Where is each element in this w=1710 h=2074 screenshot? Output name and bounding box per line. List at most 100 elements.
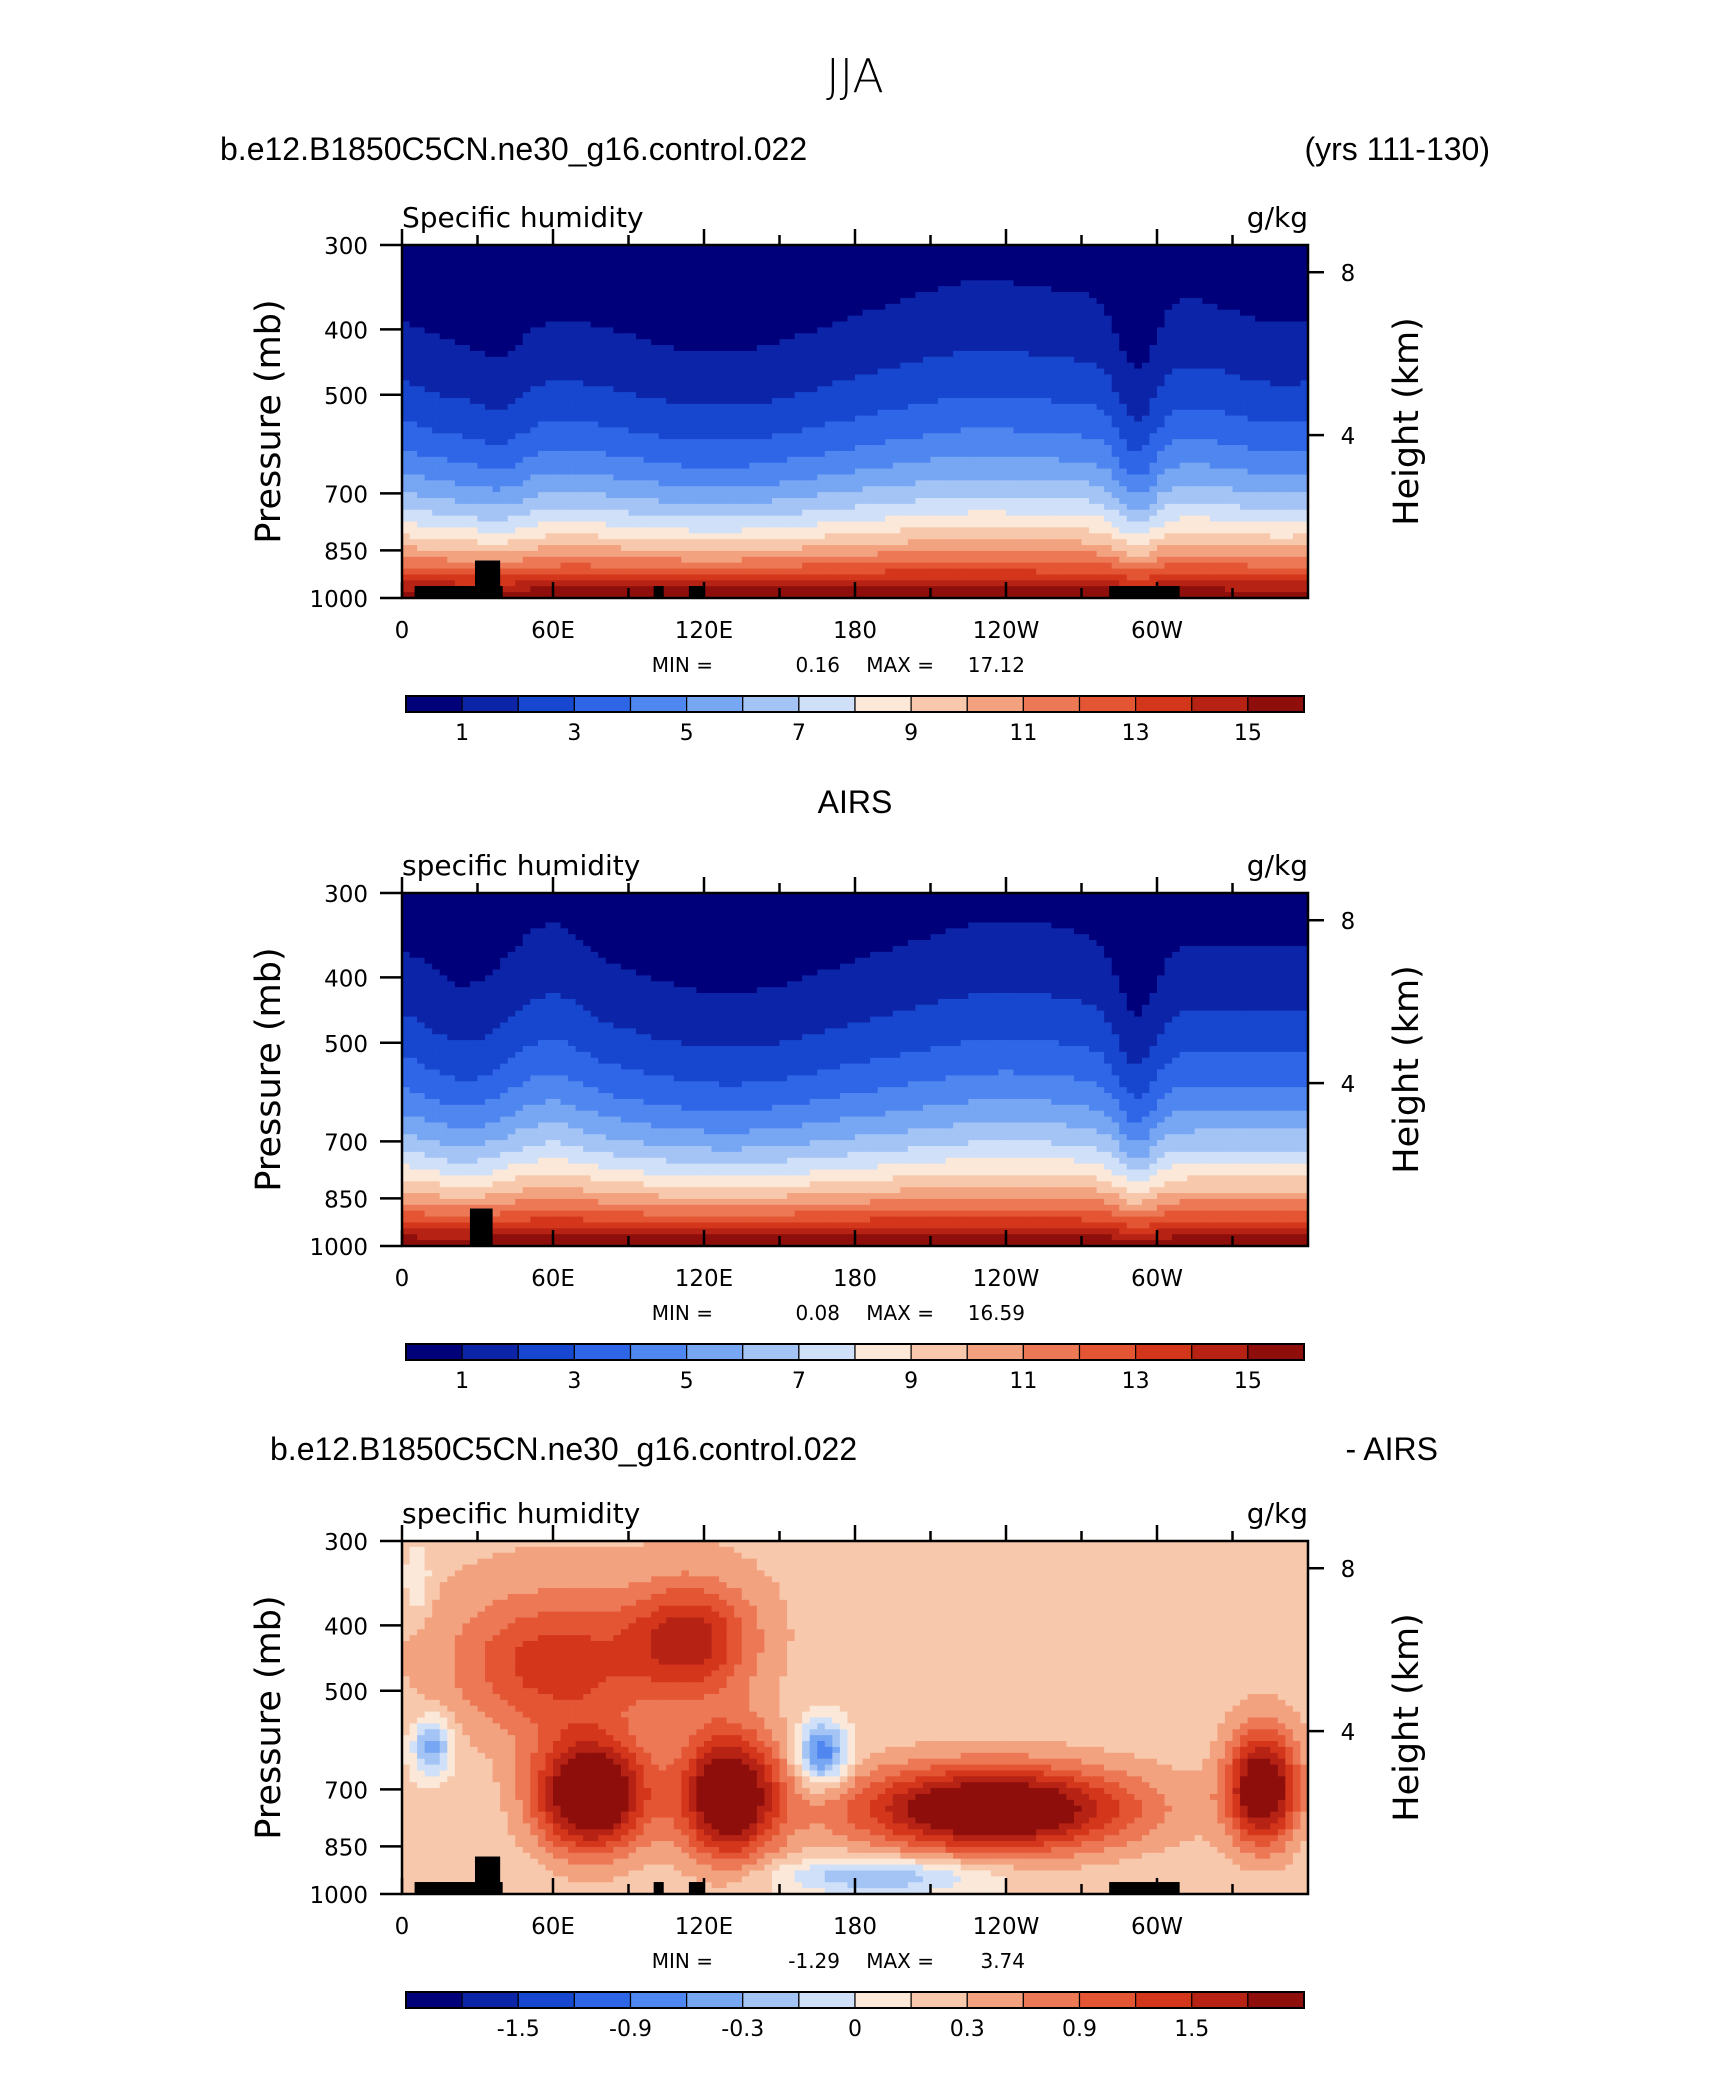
colorbar: 1 3 5 7 9 11 13 15 [406,1344,1304,1394]
y-axis-label: Pressure (mb) [249,1595,289,1839]
panel3-case-name: b.e12.B1850C5CN.ne30_g16.control.022 [270,1431,857,1467]
y-tick-label: 300 [324,1530,368,1556]
colorbar-box [967,1992,1023,2008]
x-tick-label: 0 [395,1914,410,1940]
y-tick-label: 1000 [309,1235,368,1261]
colorbar-box [462,696,518,712]
panel-units: g/kg [1247,201,1308,234]
x-tick-label: 60E [531,1266,575,1292]
panel1-years: (yrs 111-130) [1304,131,1490,167]
colorbar-box [743,1344,799,1360]
colorbar-label: 13 [1122,721,1150,746]
colorbar-label: -0.9 [609,2017,652,2042]
colorbar-box [799,1992,855,2008]
max-value: 16.59 [968,1301,1025,1325]
y-tick-label: 1000 [309,587,368,613]
topography-mask [689,1882,704,1894]
x-tick-label: 120E [675,1266,733,1292]
colorbar-label: 1 [455,721,469,746]
colorbar-label: 1 [455,1369,469,1394]
contour-field [402,1541,1309,1895]
colorbar-box [911,1344,967,1360]
topography-mask [475,1857,500,1894]
main-title: JJA [826,49,884,103]
contour-field [402,893,1309,1247]
colorbar-box [1023,1344,1079,1360]
colorbar-box [1080,1992,1136,2008]
panel3-minus-airs: - AIRS [1346,1431,1438,1467]
y-axis-label: Pressure (mb) [249,947,289,1191]
y-tick-label: 700 [324,1130,368,1156]
y-tick-label: 850 [324,1835,368,1861]
colorbar-box [1248,696,1304,712]
max-value: 3.74 [980,1949,1025,1973]
topography-mask [689,586,704,598]
x-tick-label: 60W [1131,1266,1183,1292]
colorbar-box [462,1992,518,2008]
colorbar-box [518,696,574,712]
colorbar-box [743,1992,799,2008]
colorbar-box [406,1344,462,1360]
x-tick-label: 120E [675,1914,733,1940]
y-tick-label: 850 [324,1187,368,1213]
colorbar: -1.5 -0.9 -0.3 0 0.3 0.9 1.5 [406,1992,1304,2042]
colorbar-box [518,1992,574,2008]
panel-units: g/kg [1247,849,1308,882]
panel-2: 0 60E 120E 180 120W 60W300400500700850100084s… [249,849,1427,1394]
colorbar-label: -1.5 [497,2017,540,2042]
y-tick-label: 1000 [309,1883,368,1909]
y2-axis-label: Height (km) [1387,965,1427,1174]
colorbar-label: 7 [792,1369,806,1394]
y-tick-label: 500 [324,1680,368,1706]
x-tick-label: 120W [973,1914,1040,1940]
y-tick-label: 400 [324,1614,368,1640]
topography-mask [654,586,664,598]
colorbar-box [855,1344,911,1360]
panel-left-string: specific humidity [402,1497,640,1530]
colorbar-box [855,1992,911,2008]
colorbar-label: 7 [792,721,806,746]
colorbar-label: 11 [1009,1369,1037,1394]
x-tick-label: 0 [395,1266,410,1292]
panel2-title: AIRS [818,784,893,820]
panel-left-string: Specific humidity [402,201,644,234]
colorbar-box [911,1992,967,2008]
max-value: 17.12 [968,653,1025,677]
y2-axis-label: Height (km) [1387,317,1427,526]
min-value: 0.08 [795,1301,840,1325]
colorbar-label: 3 [567,721,581,746]
y-tick-label: 850 [324,539,368,565]
max-label: MAX = [866,1949,934,1973]
colorbar-box [574,1344,630,1360]
colorbar-label: 0.3 [950,2017,985,2042]
colorbar-box [518,1344,574,1360]
max-label: MAX = [866,1301,934,1325]
topography-mask [1109,1882,1179,1894]
colorbar-box [799,1344,855,1360]
topography-mask [1109,586,1179,598]
panel-3: 0 60E 120E 180 120W 60W300400500700850100084s… [249,1497,1427,2042]
colorbar-box [406,696,462,712]
y2-tick-label: 8 [1341,261,1356,287]
panel-1: 0 60E 120E 180 120W 60W300400500700850100084S… [249,201,1427,746]
colorbar-box [1023,696,1079,712]
colorbar-label: -0.3 [721,2017,764,2042]
y-tick-label: 500 [324,384,368,410]
colorbar-box [1192,1992,1248,2008]
x-tick-label: 120E [675,618,733,644]
colorbar-box [911,696,967,712]
colorbar-box [631,1992,687,2008]
y-axis-label: Pressure (mb) [249,299,289,543]
x-tick-label: 60E [531,618,575,644]
colorbar-box [855,696,911,712]
max-label: MAX = [866,653,934,677]
y2-tick-label: 4 [1341,1720,1356,1746]
min-label: MIN = [652,1949,713,1973]
colorbar-label: 15 [1234,721,1262,746]
colorbar-box [406,1992,462,2008]
colorbar-box [687,1344,743,1360]
colorbar-box [743,696,799,712]
x-tick-label: 180 [833,1914,877,1940]
x-tick-label: 120W [973,1266,1040,1292]
colorbar-box [1248,1344,1304,1360]
